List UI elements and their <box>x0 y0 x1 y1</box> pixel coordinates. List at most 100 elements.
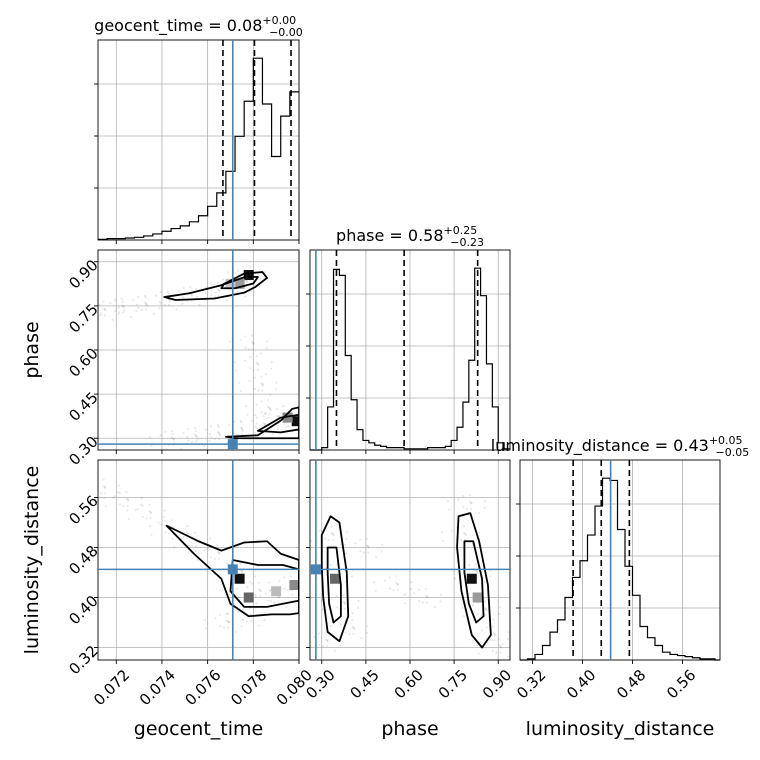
sample-point <box>226 612 229 615</box>
sample-point <box>248 356 252 359</box>
sample-point <box>471 604 475 607</box>
sample-point <box>259 590 262 593</box>
sample-point <box>216 430 220 434</box>
sample-point <box>210 436 213 439</box>
sample-point <box>140 496 143 500</box>
density-cell <box>291 416 299 427</box>
sample-point <box>103 308 107 311</box>
sample-point <box>269 589 272 593</box>
sample-point <box>269 588 272 591</box>
sample-point <box>171 436 174 439</box>
sample-point <box>210 425 213 428</box>
sample-point <box>245 620 248 623</box>
sample-point <box>103 314 106 317</box>
sample-point <box>499 645 502 648</box>
marginal-title: luminosity_distance = 0.43+0.05 −0.05 <box>491 434 750 459</box>
sample-point <box>276 414 279 417</box>
sample-point <box>190 545 194 548</box>
sample-point <box>210 556 213 559</box>
sample-point <box>187 532 190 535</box>
sample-point <box>492 618 495 621</box>
sample-point <box>240 433 244 436</box>
sample-point <box>267 405 270 409</box>
sample-point <box>154 294 158 297</box>
sample-point <box>477 512 481 515</box>
sample-point <box>326 640 329 643</box>
sample-point <box>273 601 276 604</box>
sample-point <box>413 592 416 595</box>
sample-point <box>498 637 501 641</box>
sample-point <box>236 290 239 293</box>
sample-point <box>471 639 474 643</box>
sample-point <box>351 625 354 629</box>
sample-point <box>264 412 267 416</box>
sample-point <box>383 579 386 582</box>
sample-point <box>388 587 391 590</box>
sample-point <box>205 627 208 630</box>
sample-point <box>195 440 198 443</box>
sample-point <box>381 543 384 546</box>
x-tick-label: 0.40 <box>563 666 599 702</box>
sample-point <box>261 389 264 392</box>
sample-point <box>492 632 495 635</box>
sample-point <box>367 546 370 549</box>
sample-point <box>464 533 467 537</box>
sample-point <box>242 618 245 621</box>
sample-point <box>395 575 398 578</box>
sample-point <box>137 306 140 310</box>
sample-point <box>257 389 260 392</box>
sample-point <box>260 400 263 403</box>
sample-point <box>91 483 93 485</box>
sample-point <box>367 551 370 554</box>
sample-point <box>457 498 460 501</box>
sample-point <box>225 299 229 302</box>
sample-point <box>485 608 488 612</box>
sample-point <box>271 433 274 436</box>
histogram-step <box>520 477 720 661</box>
sample-point <box>476 571 479 574</box>
sample-point <box>484 613 487 617</box>
sample-point <box>498 612 501 616</box>
sample-point <box>493 638 496 642</box>
sample-point <box>248 613 252 616</box>
sample-point <box>265 347 268 350</box>
sample-point <box>468 500 472 504</box>
sample-point <box>352 632 355 635</box>
sample-point <box>261 383 264 386</box>
sample-point <box>186 435 189 439</box>
x-tick-label: 0.60 <box>391 666 427 702</box>
sample-point <box>351 612 354 615</box>
sample-point <box>239 562 242 566</box>
sample-point <box>121 300 124 303</box>
truth-marker <box>310 564 321 575</box>
sample-point <box>125 490 128 494</box>
sample-point <box>242 607 245 610</box>
x-tick-label: 0.074 <box>136 666 179 709</box>
sample-point <box>339 623 342 626</box>
sample-point <box>216 550 220 554</box>
sample-point <box>80 484 82 486</box>
sample-point <box>118 491 121 495</box>
sample-point <box>424 594 427 597</box>
sample-point <box>149 517 152 520</box>
panel-geocent_time-phase <box>94 249 300 454</box>
sample-point <box>164 431 167 434</box>
sample-point <box>252 368 255 371</box>
sample-point <box>163 509 166 512</box>
sample-point <box>213 437 216 441</box>
sample-point <box>257 581 261 584</box>
sample-point <box>462 506 465 509</box>
sample-point <box>164 520 167 523</box>
sample-point <box>251 341 254 344</box>
sample-point <box>113 495 117 498</box>
sample-point <box>234 369 238 372</box>
sample-point <box>486 642 489 645</box>
sample-point <box>249 367 252 370</box>
y-axis-label: luminosity_distance <box>21 466 43 655</box>
sample-point <box>260 352 263 355</box>
sample-point <box>103 485 107 489</box>
sample-point <box>257 624 261 627</box>
sample-point <box>442 539 445 543</box>
sample-point <box>212 283 216 286</box>
sample-point <box>210 293 213 296</box>
